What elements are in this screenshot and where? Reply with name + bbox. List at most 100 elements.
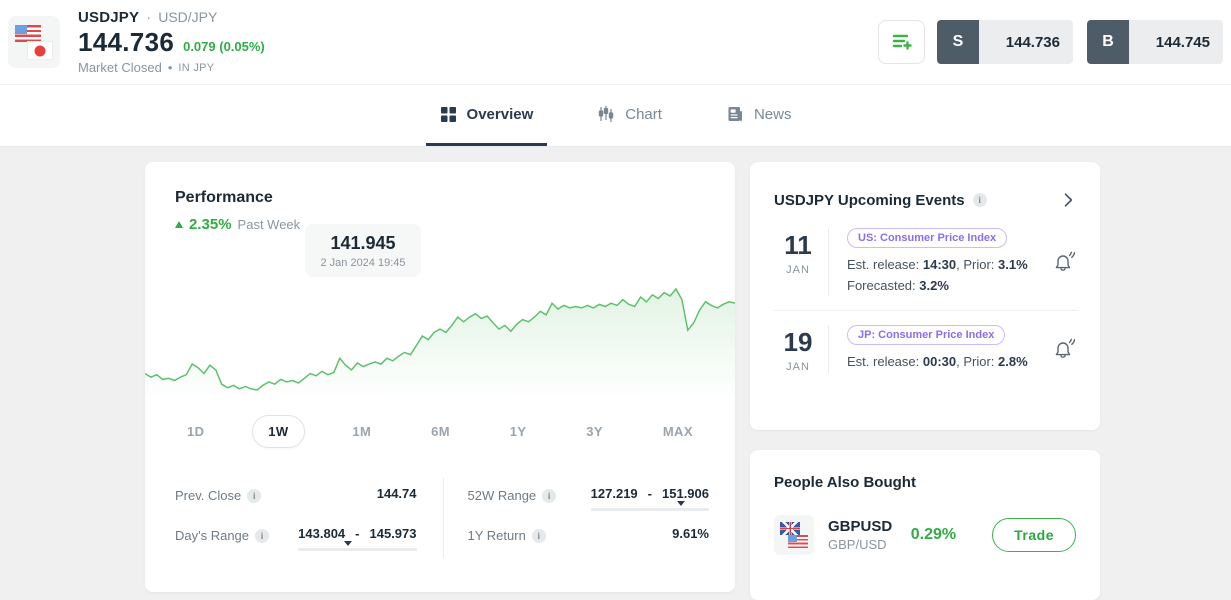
add-to-watchlist-icon — [890, 29, 914, 56]
us-flag-icon — [788, 535, 808, 548]
stat-days-range: Day's Range i 143.804 - 145.973 — [175, 518, 417, 558]
range-separator: - — [355, 526, 360, 541]
tab-overview-label: Overview — [466, 105, 534, 123]
info-icon[interactable]: i — [542, 488, 557, 503]
buy-button[interactable]: B 144.745 — [1087, 20, 1223, 64]
timeframe-1d[interactable]: 1D — [175, 416, 216, 447]
instrument-flag-icon — [8, 16, 60, 68]
1y-return-value: 9.61% — [672, 526, 709, 541]
overview-content: Performance 2.35% Past Week 141.945 2 Ja… — [0, 148, 1231, 600]
chevron-right-icon[interactable] — [1058, 190, 1078, 210]
stat-prev-close: Prev. Close i 144.74 — [175, 478, 417, 518]
people-also-bought-title: People Also Bought — [774, 474, 916, 491]
tab-chart-label: Chart — [625, 105, 662, 123]
bell-icon[interactable] — [1050, 248, 1078, 276]
add-to-watchlist-button[interactable] — [878, 20, 925, 64]
52w-range-marker — [676, 501, 685, 506]
event-row: 19 JAN JP: Consumer Price Index Est. rel… — [774, 311, 1078, 373]
chart-area-fill — [145, 289, 735, 400]
event-details: Est. release: 14:30, Prior: 3.1% — [847, 257, 1028, 272]
current-price: 144.736 — [78, 27, 175, 57]
timeframe-selector: 1D 1W 1M 6M 1Y 3Y MAX — [175, 414, 705, 448]
performance-title: Performance — [175, 189, 273, 206]
event-month: JAN — [786, 264, 810, 276]
info-icon[interactable]: i — [255, 528, 270, 543]
performance-chart[interactable] — [145, 282, 735, 400]
us-flag-icon — [15, 25, 41, 42]
uk-flag-icon — [780, 522, 800, 535]
tab-news[interactable]: News — [712, 85, 806, 146]
event-forecast: Forecasted: 3.2% — [847, 277, 949, 293]
gbpusd-flag-icon — [774, 515, 814, 555]
event-row: 11 JAN US: Consumer Price Index Est. rel… — [774, 228, 1078, 296]
key-stats: Prev. Close i 144.74 Day's Range i 143.8… — [175, 478, 709, 558]
events-title: USDJPY Upcoming Events — [774, 191, 965, 209]
chart-line — [145, 287, 735, 391]
bell-icon[interactable] — [1050, 335, 1078, 363]
days-range-label: Day's Range — [175, 528, 250, 543]
info-icon[interactable]: i — [531, 528, 546, 543]
52w-range-high: 151.906 — [662, 486, 709, 501]
sell-letter: S — [937, 20, 979, 64]
candlestick-chart-icon — [597, 105, 615, 123]
info-icon[interactable]: i — [247, 488, 262, 503]
sell-button[interactable]: S 144.736 — [937, 20, 1073, 64]
tooltip-price: 141.945 — [330, 233, 396, 253]
instrument-symbol: USDJPY — [78, 9, 140, 26]
event-day: 11 — [784, 230, 812, 260]
event-day: 19 — [783, 326, 813, 357]
separator-dot: · — [146, 9, 152, 26]
stat-1y-return: 1Y Return i 9.61% — [468, 518, 710, 558]
tab-news-label: News — [753, 105, 792, 123]
performance-period: Past Week — [237, 217, 301, 232]
buy-price: 144.745 — [1129, 20, 1223, 64]
buy-letter: B — [1087, 20, 1129, 64]
jp-flag-icon — [27, 41, 53, 60]
upcoming-events-card: USDJPY Upcoming Events i 11 JAN US: Cons… — [750, 162, 1100, 430]
news-icon — [726, 105, 744, 123]
event-badge[interactable]: US: Consumer Price Index — [847, 228, 1008, 248]
up-arrow-icon — [175, 221, 183, 228]
52w-range-low: 127.219 — [590, 486, 638, 501]
prev-close-label: Prev. Close — [175, 488, 242, 503]
tab-chart[interactable]: Chart — [583, 85, 676, 146]
people-also-bought-card: People Also Bought GBPUSD GBP/USD 0.29% … — [750, 450, 1100, 600]
overview-grid-icon — [440, 106, 457, 123]
instrument-pair-name: GBP/USD — [828, 537, 887, 552]
price-change: 0.079 (0.05%) — [183, 39, 265, 54]
market-status: Market Closed — [78, 60, 162, 75]
performance-change-pct: 2.35% — [189, 216, 232, 233]
timeframe-1y[interactable]: 1Y — [498, 416, 539, 447]
days-range-low: 143.804 — [298, 526, 346, 541]
performance-card: Performance 2.35% Past Week 141.945 2 Ja… — [145, 162, 735, 592]
52w-range-track — [590, 501, 709, 511]
chart-tooltip: 141.945 2 Jan 2024 19:45 — [305, 224, 421, 277]
tooltip-datetime: 2 Jan 2024 19:45 — [320, 257, 406, 269]
instrument-pair-name: USD/JPY — [158, 9, 218, 25]
instrument-row-gbpusd[interactable]: GBPUSD GBP/USD 0.29% Trade — [774, 515, 1076, 555]
timeframe-6m[interactable]: 6M — [419, 416, 462, 447]
52w-range-label: 52W Range — [467, 488, 537, 503]
prev-close-value: 144.74 — [376, 486, 417, 501]
days-range-high: 145.973 — [369, 526, 417, 541]
event-badge[interactable]: JP: Consumer Price Index — [847, 324, 1006, 345]
tab-overview[interactable]: Overview — [425, 85, 548, 146]
event-details: Est. release: 00:30, Prior: 2.8% — [847, 353, 1028, 369]
1y-return-label: 1Y Return — [467, 528, 526, 543]
instrument-change: 0.29% — [910, 526, 957, 543]
timeframe-3y[interactable]: 3Y — [574, 416, 615, 447]
info-icon[interactable]: i — [972, 193, 987, 207]
event-month: JAN — [786, 360, 810, 373]
days-range-marker — [343, 541, 352, 546]
timeframe-1m[interactable]: 1M — [340, 416, 383, 447]
timeframe-1w[interactable]: 1W — [252, 414, 305, 448]
days-range-track — [298, 541, 417, 551]
range-separator: - — [647, 486, 652, 501]
separator-bullet: • — [167, 60, 173, 75]
section-tabbar: Overview Chart News — [0, 84, 1231, 147]
trade-button[interactable]: Trade — [992, 518, 1076, 552]
instrument-symbol: GBPUSD — [828, 518, 893, 535]
stat-52w-range: 52W Range i 127.219 - 151.906 — [467, 478, 709, 518]
sell-price: 144.736 — [979, 20, 1073, 64]
timeframe-max[interactable]: MAX — [651, 416, 705, 447]
